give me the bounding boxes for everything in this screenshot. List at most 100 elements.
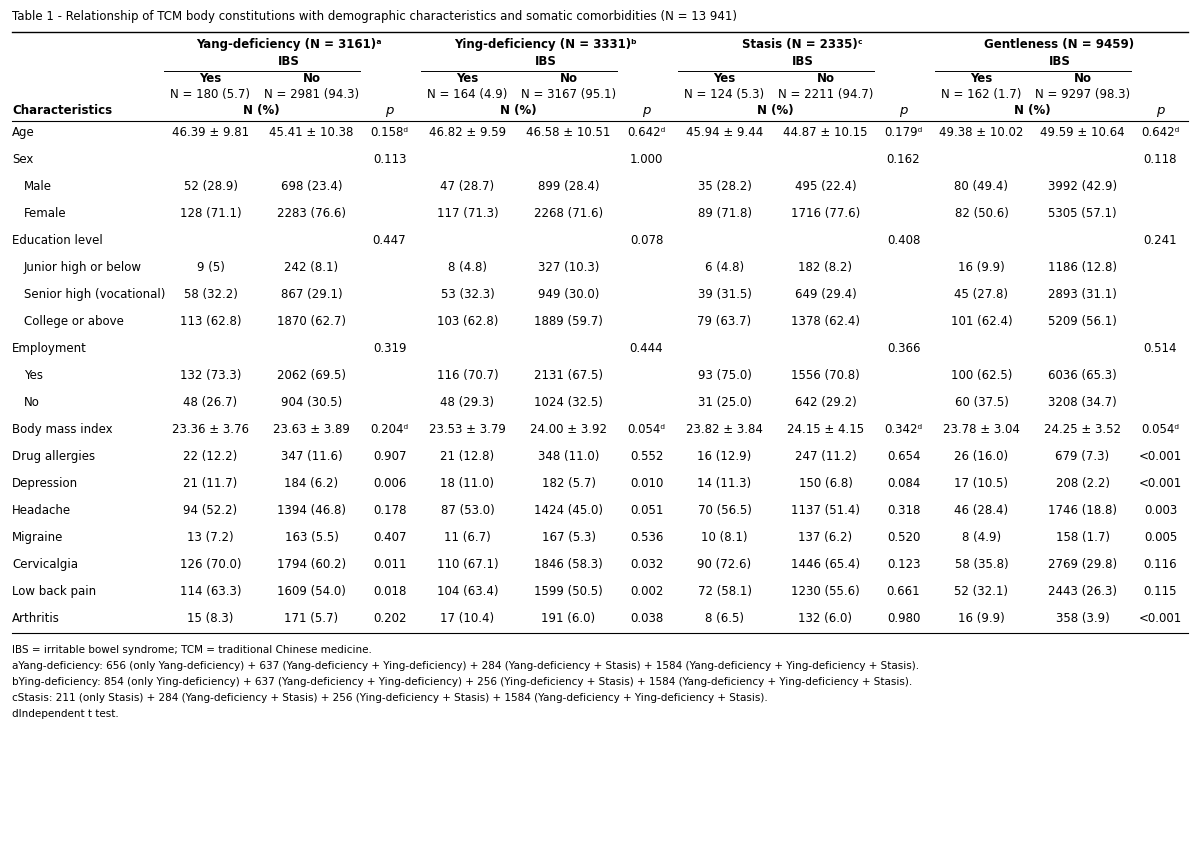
Text: 0.447: 0.447 <box>373 234 407 247</box>
Text: Female: Female <box>24 207 67 220</box>
Text: 0.907: 0.907 <box>373 450 407 463</box>
Text: 16 (9.9): 16 (9.9) <box>958 612 1004 625</box>
Text: Yang-deficiency (N = 3161)ᵃ: Yang-deficiency (N = 3161)ᵃ <box>196 38 382 51</box>
Text: 15 (8.3): 15 (8.3) <box>187 612 234 625</box>
Text: 116 (70.7): 116 (70.7) <box>437 369 498 382</box>
Text: 0.010: 0.010 <box>630 477 664 490</box>
Text: 126 (70.0): 126 (70.0) <box>180 558 241 571</box>
Text: N = 164 (4.9): N = 164 (4.9) <box>427 88 508 101</box>
Text: 0.319: 0.319 <box>373 342 407 355</box>
Text: 45.94 ± 9.44: 45.94 ± 9.44 <box>686 126 763 139</box>
Text: 93 (75.0): 93 (75.0) <box>697 369 751 382</box>
Text: 0.018: 0.018 <box>373 585 406 598</box>
Text: N (%): N (%) <box>757 104 793 117</box>
Text: 208 (2.2): 208 (2.2) <box>1056 477 1110 490</box>
Text: 2893 (31.1): 2893 (31.1) <box>1048 288 1117 301</box>
Text: 137 (6.2): 137 (6.2) <box>798 531 852 544</box>
Text: 0.162: 0.162 <box>887 153 920 166</box>
Text: 1794 (60.2): 1794 (60.2) <box>277 558 346 571</box>
Text: IBS: IBS <box>792 55 814 68</box>
Text: IBS: IBS <box>534 55 557 68</box>
Text: 22 (12.2): 22 (12.2) <box>184 450 238 463</box>
Text: 0.408: 0.408 <box>887 234 920 247</box>
Text: 6036 (65.3): 6036 (65.3) <box>1048 369 1117 382</box>
Text: 11 (6.7): 11 (6.7) <box>444 531 491 544</box>
Text: 0.123: 0.123 <box>887 558 920 571</box>
Text: No: No <box>1074 72 1092 85</box>
Text: 58 (32.2): 58 (32.2) <box>184 288 238 301</box>
Text: 46.39 ± 9.81: 46.39 ± 9.81 <box>172 126 250 139</box>
Text: p: p <box>899 104 907 117</box>
Text: 1424 (45.0): 1424 (45.0) <box>534 504 604 517</box>
Text: 47 (28.7): 47 (28.7) <box>440 180 494 193</box>
Text: 82 (50.6): 82 (50.6) <box>954 207 1008 220</box>
Text: N = 3167 (95.1): N = 3167 (95.1) <box>521 88 616 101</box>
Text: 1599 (50.5): 1599 (50.5) <box>534 585 602 598</box>
Text: 44.87 ± 10.15: 44.87 ± 10.15 <box>784 126 868 139</box>
Text: 0.202: 0.202 <box>373 612 407 625</box>
Text: 0.179ᵈ: 0.179ᵈ <box>884 126 923 139</box>
Text: 24.00 ± 3.92: 24.00 ± 3.92 <box>530 423 607 436</box>
Text: Low back pain: Low back pain <box>12 585 96 598</box>
Text: Education level: Education level <box>12 234 103 247</box>
Text: College or above: College or above <box>24 315 124 328</box>
Text: Yes: Yes <box>971 72 992 85</box>
Text: 0.003: 0.003 <box>1144 504 1177 517</box>
Text: Ying-deficiency (N = 3331)ᵇ: Ying-deficiency (N = 3331)ᵇ <box>454 38 637 51</box>
Text: No: No <box>816 72 834 85</box>
Text: Age: Age <box>12 126 35 139</box>
Text: 110 (67.1): 110 (67.1) <box>437 558 498 571</box>
Text: 70 (56.5): 70 (56.5) <box>697 504 751 517</box>
Text: 191 (6.0): 191 (6.0) <box>541 612 595 625</box>
Text: 1609 (54.0): 1609 (54.0) <box>277 585 346 598</box>
Text: 1186 (12.8): 1186 (12.8) <box>1048 261 1117 274</box>
Text: 347 (11.6): 347 (11.6) <box>281 450 342 463</box>
Text: p: p <box>1157 104 1165 117</box>
Text: 52 (32.1): 52 (32.1) <box>954 585 1008 598</box>
Text: <0.001: <0.001 <box>1139 450 1182 463</box>
Text: 358 (3.9): 358 (3.9) <box>1056 612 1109 625</box>
Text: 0.038: 0.038 <box>630 612 664 625</box>
Text: 1846 (58.3): 1846 (58.3) <box>534 558 602 571</box>
Text: 24.15 ± 4.15: 24.15 ± 4.15 <box>787 423 864 436</box>
Text: 132 (73.3): 132 (73.3) <box>180 369 241 382</box>
Text: 0.642ᵈ: 0.642ᵈ <box>628 126 666 139</box>
Text: Male: Male <box>24 180 52 193</box>
Text: N (%): N (%) <box>499 104 536 117</box>
Text: Depression: Depression <box>12 477 78 490</box>
Text: Employment: Employment <box>12 342 86 355</box>
Text: No: No <box>559 72 577 85</box>
Text: 60 (37.5): 60 (37.5) <box>954 396 1008 409</box>
Text: 132 (6.0): 132 (6.0) <box>798 612 852 625</box>
Text: bYing-deficiency: 854 (only Ying-deficiency) + 637 (Yang-deficiency + Ying-defic: bYing-deficiency: 854 (only Ying-deficie… <box>12 677 912 687</box>
Text: 24.25 ± 3.52: 24.25 ± 3.52 <box>1044 423 1121 436</box>
Text: 46.58 ± 10.51: 46.58 ± 10.51 <box>527 126 611 139</box>
Text: 13 (7.2): 13 (7.2) <box>187 531 234 544</box>
Text: 163 (5.5): 163 (5.5) <box>284 531 338 544</box>
Text: 1889 (59.7): 1889 (59.7) <box>534 315 602 328</box>
Text: 171 (5.7): 171 (5.7) <box>284 612 338 625</box>
Text: 0.054ᵈ: 0.054ᵈ <box>628 423 666 436</box>
Text: No: No <box>302 72 320 85</box>
Text: 17 (10.4): 17 (10.4) <box>440 612 494 625</box>
Text: 3208 (34.7): 3208 (34.7) <box>1048 396 1117 409</box>
Text: 150 (6.8): 150 (6.8) <box>798 477 852 490</box>
Text: 642 (29.2): 642 (29.2) <box>794 396 857 409</box>
Text: Migraine: Migraine <box>12 531 64 544</box>
Text: 26 (16.0): 26 (16.0) <box>954 450 1008 463</box>
Text: 0.661: 0.661 <box>887 585 920 598</box>
Text: 58 (35.8): 58 (35.8) <box>955 558 1008 571</box>
Text: 87 (53.0): 87 (53.0) <box>440 504 494 517</box>
Text: N = 124 (5.3): N = 124 (5.3) <box>684 88 764 101</box>
Text: 2769 (29.8): 2769 (29.8) <box>1048 558 1117 571</box>
Text: 1024 (32.5): 1024 (32.5) <box>534 396 602 409</box>
Text: 0.552: 0.552 <box>630 450 664 463</box>
Text: 16 (12.9): 16 (12.9) <box>697 450 751 463</box>
Text: 899 (28.4): 899 (28.4) <box>538 180 599 193</box>
Text: 1556 (70.8): 1556 (70.8) <box>791 369 860 382</box>
Text: 1394 (46.8): 1394 (46.8) <box>277 504 346 517</box>
Text: 48 (26.7): 48 (26.7) <box>184 396 238 409</box>
Text: 247 (11.2): 247 (11.2) <box>794 450 857 463</box>
Text: 0.084: 0.084 <box>887 477 920 490</box>
Text: 23.82 ± 3.84: 23.82 ± 3.84 <box>686 423 763 436</box>
